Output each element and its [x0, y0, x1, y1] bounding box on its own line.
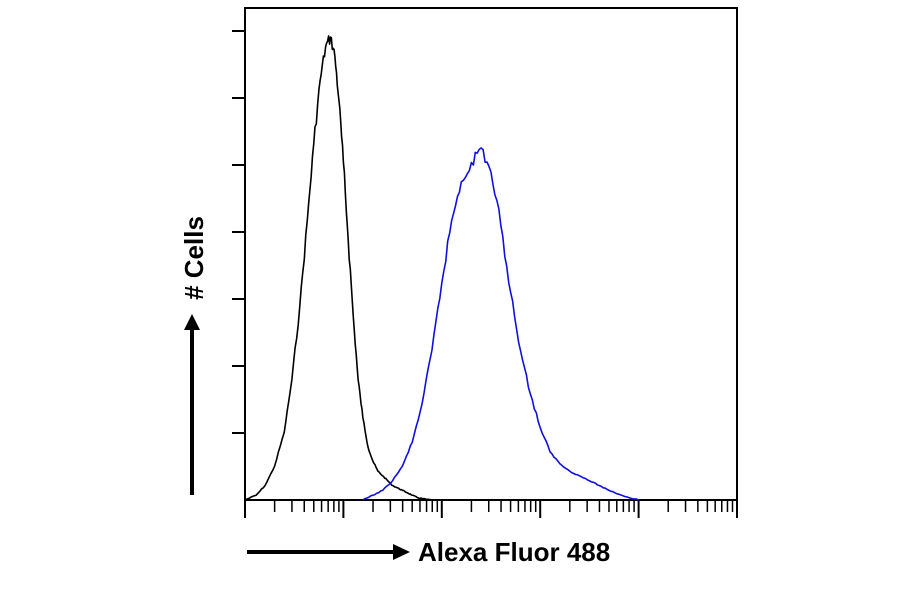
series-layer: [244, 35, 639, 501]
x-axis-ticks: [244, 500, 738, 518]
y-axis-label: # Cells: [179, 216, 209, 300]
y-axis-ticks: [232, 30, 245, 434]
x-axis-arrow: [247, 544, 410, 560]
y-axis-arrow: [184, 314, 200, 495]
plot-frame: [244, 7, 738, 501]
x-axis-label: Alexa Fluor 488: [418, 537, 610, 567]
control-histogram-line: [244, 35, 433, 501]
stained-histogram-line: [362, 147, 639, 501]
